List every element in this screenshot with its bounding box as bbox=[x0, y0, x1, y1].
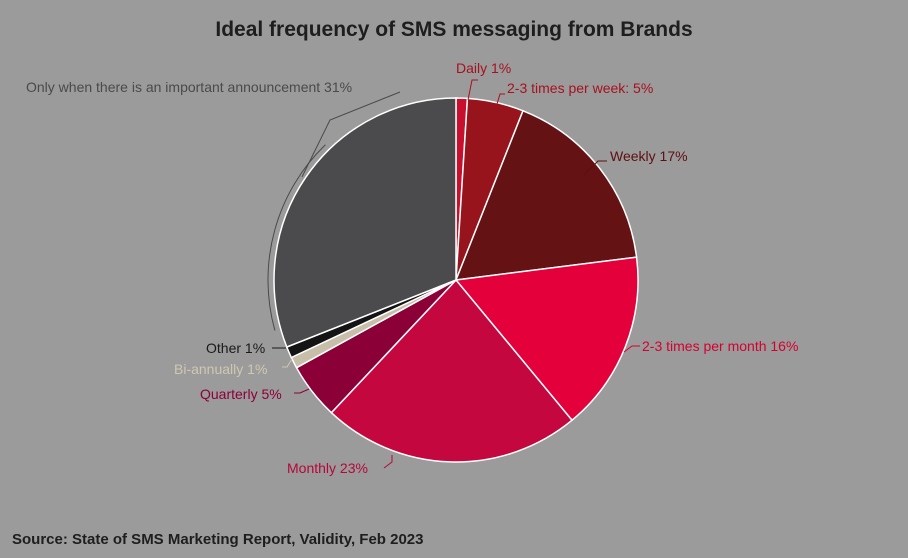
slice-label-3: Weekly 17% bbox=[610, 148, 688, 164]
pie-slice-3 bbox=[454, 109, 638, 281]
slice-label-7: Bi-annually 1% bbox=[174, 361, 267, 377]
leader-line-9 bbox=[301, 91, 401, 178]
slice-label-4: 2-3 times per month 16% bbox=[642, 338, 798, 354]
slice-label-5: Monthly 23% bbox=[287, 460, 368, 476]
leader-line-5 bbox=[383, 455, 393, 469]
leader-line-1 bbox=[467, 79, 478, 101]
slice-label-6: Quarterly 5% bbox=[200, 386, 282, 402]
slice-label-2: 2-3 times per week: 5% bbox=[507, 80, 653, 96]
pie-slice-9 bbox=[273, 97, 457, 348]
leader-line-4 bbox=[623, 345, 640, 353]
chart-title: Ideal frequency of SMS messaging from Br… bbox=[215, 18, 693, 41]
leader-line-2 bbox=[496, 93, 505, 105]
slice-label-8: Other 1% bbox=[206, 340, 265, 356]
source-note: Source: State of SMS Marketing Report, V… bbox=[12, 531, 424, 548]
leader-line-6 bbox=[294, 388, 310, 394]
slice-label-1: Daily 1% bbox=[456, 60, 511, 76]
pie-slice-5 bbox=[330, 278, 574, 463]
announcement-bracket bbox=[267, 144, 326, 331]
slice-label-9: Only when there is an important announce… bbox=[26, 79, 352, 95]
leader-line-7 bbox=[282, 358, 293, 368]
leader-line-3 bbox=[583, 160, 607, 176]
pie-slice-4 bbox=[454, 256, 639, 422]
